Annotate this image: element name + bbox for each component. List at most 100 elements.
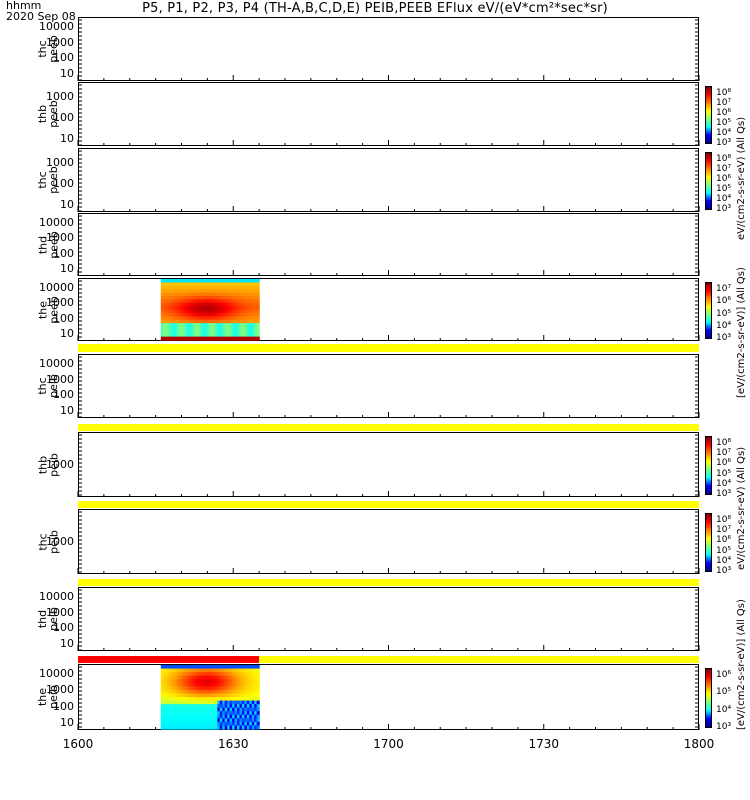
spectrogram-cell — [222, 326, 226, 331]
spectrogram-cell — [207, 707, 211, 712]
spectrogram-cell — [241, 309, 245, 314]
spectrogram-cell — [185, 689, 189, 695]
y-tick-label: 100 — [53, 699, 74, 713]
spectrogram-cell — [219, 309, 223, 314]
spectrogram-cell — [160, 668, 164, 673]
spectrogram-cell — [182, 279, 186, 283]
spectrogram-cell — [180, 672, 184, 677]
spectrogram-cell — [205, 718, 209, 723]
spectrogram-cell — [200, 686, 204, 691]
spectrogram-cell — [254, 682, 258, 687]
spectrogram-cell — [182, 693, 186, 698]
spectrogram-cell — [173, 675, 177, 680]
spectrogram-cell — [165, 329, 169, 334]
spectrogram-cell — [224, 309, 228, 314]
spectrogram-cell — [163, 711, 167, 716]
spectrogram-cell — [182, 299, 186, 304]
spectrogram-cell — [202, 292, 206, 297]
spectrogram-cell — [175, 285, 179, 290]
spectrogram-cell — [187, 299, 191, 304]
spectrogram-cell — [202, 333, 206, 338]
spectrogram-cell — [239, 282, 243, 287]
spectrogram-cell — [192, 319, 196, 324]
spectrogram-cell — [244, 329, 248, 334]
spectrogram-cell — [187, 714, 191, 719]
spectrogram-cell — [197, 693, 201, 698]
spectrogram-cell — [175, 295, 179, 300]
spectrogram-cell — [244, 316, 248, 321]
spectrogram-cell — [178, 711, 182, 716]
spectrogram-cell — [227, 668, 231, 673]
spectrogram-cell — [195, 679, 199, 684]
spectrogram-cell — [244, 333, 248, 338]
spectrogram-cell — [185, 682, 189, 687]
spectrogram-cell — [212, 675, 216, 680]
spectrogram-cell — [237, 704, 241, 709]
spectrogram-cell — [209, 329, 214, 334]
spectrogram-cell — [160, 689, 164, 695]
y-tick-label: 1000 — [46, 534, 74, 548]
spectrogram-cell — [249, 336, 253, 341]
spectrogram-cell — [237, 693, 241, 698]
spectrogram-cell — [239, 668, 243, 673]
spectrogram-cell — [232, 323, 236, 328]
spectrogram-cell — [202, 668, 206, 673]
spectrogram-cell — [197, 689, 201, 695]
spectrogram-cell — [200, 312, 204, 317]
spectrogram-cell — [241, 319, 245, 324]
spectrogram-cell — [241, 326, 245, 331]
spectrogram-cell — [256, 333, 260, 338]
spectrogram-cell — [214, 336, 218, 341]
spectrogram-cell — [163, 302, 167, 307]
spectrogram-cell — [168, 679, 172, 684]
spectrogram-cell — [182, 682, 186, 687]
spectrogram-cell — [180, 714, 184, 719]
spectrogram-cell — [170, 721, 174, 727]
spectrogram-cell — [178, 279, 182, 283]
spectrogram-cell — [192, 279, 196, 283]
spectrogram-cell — [237, 725, 241, 730]
spectrogram-cell — [207, 672, 211, 677]
spectrogram-cell — [224, 704, 228, 709]
spectrogram-cell — [195, 309, 199, 314]
spectrogram-cell — [200, 711, 204, 716]
spectrogram-cell — [209, 679, 214, 684]
panel-tickmarks — [77, 19, 700, 81]
spectrogram-cell — [227, 292, 231, 297]
spectrogram-cell — [187, 285, 191, 290]
spectrogram-cell — [254, 679, 258, 684]
spectrogram-cell — [178, 675, 182, 680]
spectrogram-cell — [229, 326, 233, 331]
spectrogram-cell — [202, 714, 206, 719]
spectrogram-cell — [209, 675, 214, 680]
spectrogram-cell — [178, 700, 182, 705]
spectrogram-cell — [175, 697, 179, 702]
spectrogram-cell — [197, 700, 201, 705]
spectrogram-cell — [195, 323, 199, 328]
spectrogram-cell — [254, 707, 258, 712]
spectrogram-cell — [165, 707, 169, 712]
spectrogram-cell — [192, 725, 196, 730]
spectrogram-cell — [187, 329, 191, 334]
spectrogram-cell — [227, 689, 231, 695]
spectrogram-cell — [163, 299, 167, 304]
spectrogram-cell — [165, 693, 169, 698]
spectrogram-cell — [251, 668, 255, 673]
spectrogram-cell — [217, 718, 221, 723]
spectrogram-cell — [227, 697, 231, 702]
spectrogram-cell — [168, 718, 172, 723]
spectrogram-cell — [185, 672, 189, 677]
spectrogram-cell — [182, 668, 186, 673]
spectrogram-cell — [195, 700, 199, 705]
spectrogram-cell — [173, 711, 177, 716]
spectrogram-cell — [195, 336, 199, 341]
spectrogram-cell — [217, 326, 221, 331]
spectrogram-cell — [163, 697, 167, 702]
spectrogram-cell — [244, 326, 248, 331]
spectrogram-cell — [170, 668, 174, 673]
y-tick-label: 1000 — [46, 156, 74, 170]
spectrogram-cell — [165, 299, 169, 304]
spectrogram-cell — [256, 721, 260, 727]
spectrogram-cell — [187, 323, 191, 328]
spectrogram-cell — [239, 312, 243, 317]
